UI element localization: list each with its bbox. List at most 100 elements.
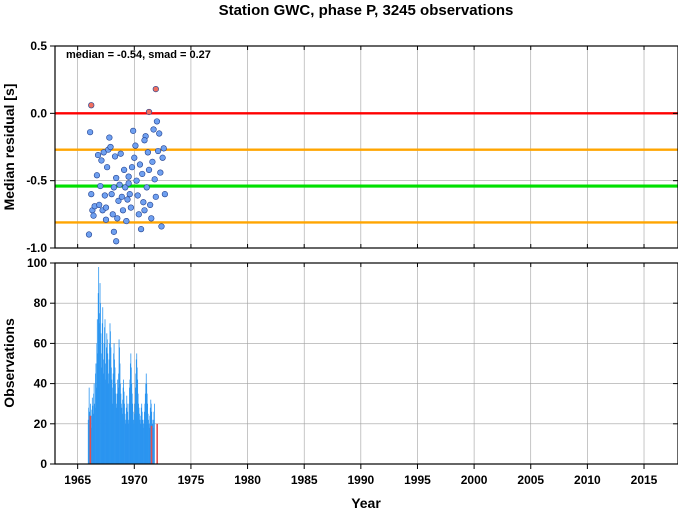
residual-point bbox=[150, 126, 157, 133]
observation-bar bbox=[142, 419, 144, 464]
observation-bar bbox=[123, 379, 124, 464]
residual-point bbox=[128, 164, 136, 171]
observation-bar bbox=[102, 359, 104, 464]
observation-bar bbox=[126, 403, 128, 464]
observation-bar bbox=[116, 393, 118, 464]
observation-bar bbox=[94, 407, 96, 464]
observations-y-tick-label: 40 bbox=[34, 377, 48, 391]
observation-bar bbox=[122, 387, 124, 464]
observation-bar bbox=[118, 339, 120, 464]
residual-point bbox=[111, 153, 119, 160]
residual-point bbox=[157, 169, 164, 176]
observation-bar bbox=[132, 403, 134, 464]
observation-bar bbox=[108, 383, 110, 464]
observation-bar bbox=[110, 367, 112, 464]
observation-bar bbox=[112, 373, 114, 464]
residual-point bbox=[102, 204, 110, 211]
outlier-observation-bar bbox=[150, 425, 153, 464]
residual-y-tick-label: 0.5 bbox=[30, 39, 47, 53]
observations-y-ticks: 0 20 40 60 80 100 bbox=[27, 256, 678, 471]
observation-bar bbox=[101, 323, 103, 464]
observation-bar bbox=[98, 313, 100, 464]
residual-point bbox=[124, 196, 131, 203]
residual-point bbox=[130, 127, 137, 134]
residual-point bbox=[148, 215, 155, 222]
residual-point bbox=[151, 176, 158, 183]
observations-y-tick-label: 60 bbox=[34, 336, 48, 350]
x-tick-label: 1965 bbox=[64, 473, 91, 487]
observation-bar bbox=[96, 343, 98, 464]
observation-bar bbox=[145, 373, 147, 464]
residual-point bbox=[123, 217, 130, 225]
observation-bar bbox=[88, 407, 90, 464]
observation-bar bbox=[138, 407, 140, 464]
observation-bar bbox=[95, 373, 96, 464]
residual-point bbox=[88, 191, 95, 198]
observation-bar bbox=[130, 353, 132, 464]
observation-bar bbox=[91, 409, 93, 464]
observations-bars bbox=[87, 267, 155, 464]
observation-bar bbox=[105, 363, 106, 464]
observation-bar bbox=[154, 403, 155, 464]
residual-y-tick-label: -0.5 bbox=[26, 174, 47, 188]
observation-bar bbox=[129, 363, 131, 464]
observation-bar bbox=[96, 319, 98, 464]
observation-bar bbox=[152, 427, 154, 464]
observation-bar bbox=[142, 423, 144, 464]
x-tick-label: 2000 bbox=[461, 473, 488, 487]
observation-bar bbox=[135, 359, 137, 464]
residual-point bbox=[108, 191, 115, 198]
observation-bar bbox=[149, 427, 150, 464]
observation-bar bbox=[125, 419, 126, 464]
residual-point bbox=[102, 216, 110, 223]
residual-point bbox=[94, 151, 102, 159]
observation-bar bbox=[117, 387, 119, 464]
chart-title: Station GWC, phase P, 3245 observations bbox=[219, 2, 514, 19]
residual-y-tick-label: -1.0 bbox=[26, 241, 47, 255]
observation-bar bbox=[141, 411, 143, 464]
residual-panel-frame bbox=[54, 45, 678, 249]
residual-point bbox=[118, 193, 125, 200]
residual-point bbox=[132, 142, 139, 149]
observation-bar bbox=[141, 403, 143, 464]
x-tick-label: 1970 bbox=[121, 473, 148, 487]
x-tick-label: 2010 bbox=[574, 473, 601, 487]
residual-y-ticks: 0.5 0.0 -0.5 -1.0 bbox=[26, 39, 678, 255]
observation-bar bbox=[88, 387, 90, 464]
observation-bar bbox=[123, 391, 125, 464]
observation-bar bbox=[95, 363, 97, 464]
residual-point bbox=[107, 143, 114, 151]
residual-point bbox=[119, 207, 127, 214]
observations-y-tick-label: 80 bbox=[34, 296, 48, 310]
observation-bar bbox=[144, 403, 146, 464]
observation-bar bbox=[132, 411, 134, 464]
residual-point bbox=[113, 174, 120, 182]
observation-bar bbox=[121, 407, 123, 464]
observation-bar bbox=[116, 407, 118, 464]
observations-highlights bbox=[89, 415, 158, 464]
outlier-observation-bar bbox=[89, 415, 92, 464]
residual-point bbox=[101, 192, 108, 199]
residual-point bbox=[104, 164, 111, 171]
observation-bar bbox=[98, 267, 100, 464]
observation-bar bbox=[133, 419, 134, 464]
residual-point bbox=[85, 231, 93, 238]
observation-bar bbox=[125, 407, 127, 464]
observations-x-ticks: 1965 1970 1975 1980 1985 1990 1995 2000 2005 2010… bbox=[64, 263, 658, 487]
residual-point bbox=[135, 211, 142, 218]
residual-point bbox=[152, 193, 159, 200]
outlier-point bbox=[88, 102, 95, 109]
observation-bar bbox=[112, 403, 114, 464]
outlier-observation-bar bbox=[156, 423, 158, 464]
observation-bar bbox=[106, 333, 108, 464]
residual-point bbox=[106, 134, 113, 141]
x-axis-label: Year bbox=[351, 495, 381, 511]
observation-bar bbox=[109, 323, 111, 464]
observation-bar bbox=[107, 373, 109, 464]
observation-bar bbox=[97, 293, 99, 464]
observation-bar bbox=[99, 323, 100, 464]
observation-bar bbox=[147, 403, 149, 464]
observation-bar bbox=[115, 383, 116, 464]
observation-bar bbox=[119, 347, 120, 464]
